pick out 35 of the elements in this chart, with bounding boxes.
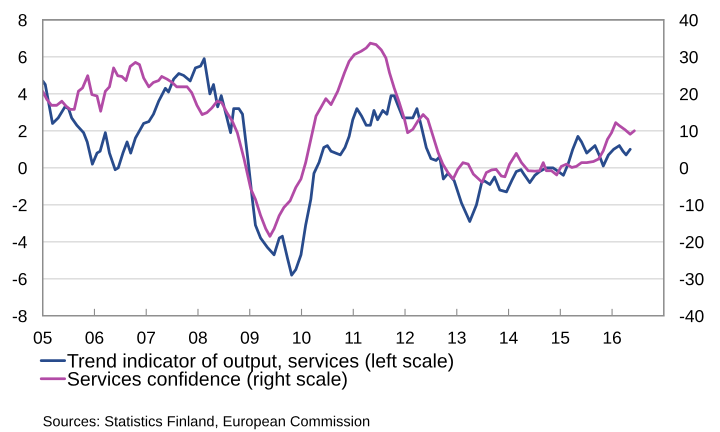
y2-tick-label: -40 <box>680 310 704 322</box>
x-tick-label: 15 <box>552 332 570 344</box>
y-tick-label: 8 <box>18 14 27 26</box>
y2-tick-label: -30 <box>680 272 704 286</box>
x-tick-label: 08 <box>189 332 207 344</box>
y-tick-label: 4 <box>18 88 27 100</box>
y-tick-label: -2 <box>12 198 27 212</box>
x-tick-label: 07 <box>137 332 156 344</box>
y-tick-label: 2 <box>18 125 27 138</box>
line-series <box>42 42 636 238</box>
source-note: Sources: Statistics Finland, European Commission <box>43 416 370 430</box>
y-tick-label: -8 <box>12 310 27 322</box>
legend-label: Services confidence (right scale) <box>68 372 347 390</box>
x-tick-label: 10 <box>293 332 310 344</box>
x-tick-label: 09 <box>240 332 259 344</box>
x-tick-label: 05 <box>34 332 52 344</box>
y2-tick-label: 20 <box>680 88 698 100</box>
y2-tick-label: -10 <box>680 198 704 212</box>
x-tick-label: 14 <box>500 332 518 344</box>
y2-tick-label: 0 <box>680 162 688 174</box>
x-tick-label: 11 <box>346 332 362 344</box>
y-tick-label: -6 <box>12 272 27 286</box>
line-series <box>42 57 632 276</box>
y2-tick-label: -20 <box>680 236 704 248</box>
x-tick-label: 06 <box>85 332 104 344</box>
y-tick-label: 0 <box>18 162 27 174</box>
y-tick-label: 6 <box>18 51 27 64</box>
y2-tick-label: 30 <box>680 51 698 64</box>
x-tick-label: 12 <box>396 332 414 344</box>
x-tick-label: 16 <box>604 332 621 344</box>
legend-label: Trend indicator of output, services (left scale) <box>67 353 453 372</box>
y2-tick-label: 10 <box>680 125 698 138</box>
y-tick-label: -4 <box>12 236 27 248</box>
x-tick-label: 13 <box>448 332 466 344</box>
y2-tick-label: 40 <box>680 14 698 26</box>
